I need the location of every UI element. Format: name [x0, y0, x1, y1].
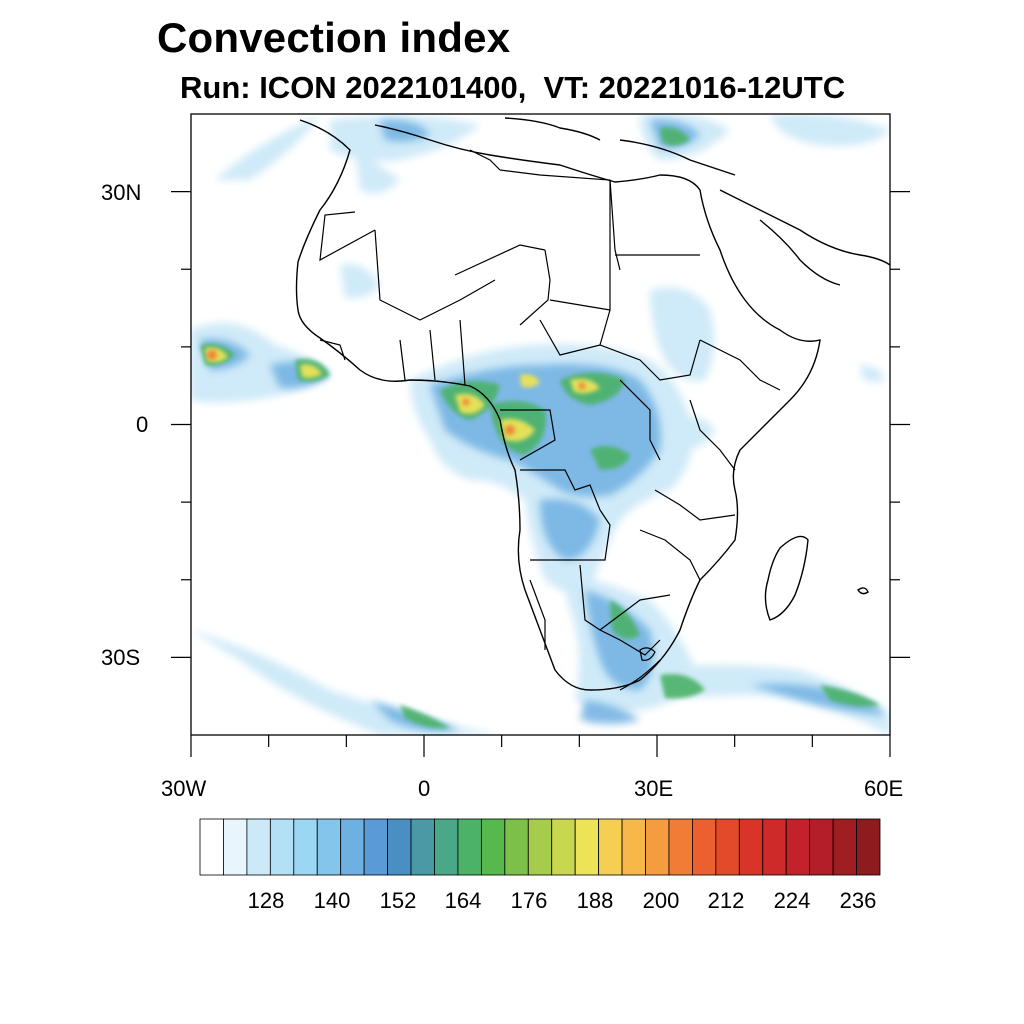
colorbar-label: 152: [379, 888, 417, 913]
lat-label-30s: 30S: [101, 645, 141, 670]
colorbar-swatch: [856, 818, 881, 876]
colorbar-swatch: [223, 818, 248, 876]
colorbar-swatch: [293, 818, 318, 876]
map-title: Convection index: [157, 14, 511, 61]
colorbar-swatch: [645, 818, 670, 876]
colorbar-swatch: [480, 818, 506, 876]
lat-label-30n: 30N: [101, 180, 142, 205]
colorbar-swatch: [551, 818, 576, 876]
colorbar-swatch: [199, 818, 224, 876]
country-borders: [319, 149, 781, 691]
colorbar-swatch: [738, 818, 764, 876]
colorbar-swatch: [457, 818, 482, 876]
colorbar-swatch: [598, 818, 623, 876]
colorbar-swatch: [363, 818, 388, 876]
lon-label-0: 0: [418, 776, 431, 801]
colorbar-label: 200: [642, 888, 680, 913]
colorbar-swatch: [762, 818, 787, 876]
colorbar-swatch: [715, 818, 740, 876]
map-subtitle: Run: ICON 2022101400, VT: 20221016-12UTC: [180, 70, 846, 105]
lat-label-0: 0: [136, 412, 149, 437]
colorbar-label: 164: [444, 888, 482, 913]
colorbar-swatch: [809, 818, 834, 876]
colorbar-swatch: [621, 818, 646, 876]
colorbar-label: 188: [576, 888, 614, 913]
colorbar-swatch: [316, 818, 342, 876]
colorbar-label: 224: [773, 888, 811, 913]
colorbar-swatch: [527, 818, 553, 876]
colorbar-swatch: [668, 818, 693, 876]
colorbar-swatch: [574, 818, 600, 876]
colorbar-label: 176: [510, 888, 548, 913]
colorbar-swatch: [504, 818, 529, 876]
colorbar-label: 236: [839, 888, 877, 913]
colorbar-swatch: [340, 818, 365, 876]
colorbar-swatch: [832, 818, 857, 876]
colorbar-swatch: [387, 818, 412, 876]
colorbar-swatch: [246, 818, 271, 876]
colorbar-swatch: [269, 818, 295, 876]
colorbar-label: 212: [707, 888, 745, 913]
axis-ticks: [171, 191, 910, 757]
lon-label-30w: 30W: [161, 776, 207, 801]
lon-label-60e: 60E: [864, 776, 904, 801]
colorbar: [199, 818, 881, 876]
colorbar-swatch: [410, 818, 435, 876]
lon-label-30e: 30E: [634, 776, 674, 801]
colorbar-swatch: [785, 818, 811, 876]
colorbar-swatch: [434, 818, 459, 876]
coastlines: [295, 117, 890, 691]
convection-field: [191, 114, 890, 735]
colorbar-label: 128: [247, 888, 285, 913]
colorbar-label: 140: [313, 888, 351, 913]
colorbar-swatch: [692, 818, 717, 876]
